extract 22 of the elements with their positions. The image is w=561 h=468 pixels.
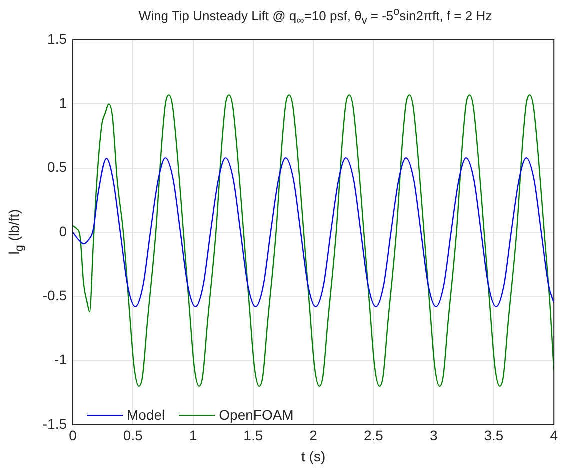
x-tick-label: 3 [430, 427, 438, 444]
y-tick-label: 1.5 [48, 30, 68, 47]
x-tick-label: 1.5 [244, 427, 264, 444]
line-series [73, 157, 554, 308]
chart-title: Wing Tip Unsteady Lift @ q$_{∞}$=10 psf, θ$_{v}$ = -5$^{o}$sin2πft, f = 2 Hz [138, 6, 494, 27]
x-tick-label: 2.5 [364, 427, 384, 444]
y-tick-label: 0.5 [48, 159, 68, 176]
x-tick-label: 1 [189, 427, 198, 444]
y-tick-label: -0.5 [42, 288, 68, 304]
x-tick-label: 0.5 [123, 427, 144, 444]
y-tick-label: 1 [59, 95, 68, 112]
y-tick-label: -1.5 [42, 416, 68, 432]
line-series [73, 94, 554, 388]
legend-label: Model [127, 407, 166, 423]
x-tick-label: 2 [310, 427, 318, 444]
y-tick-label: 0 [59, 223, 68, 240]
x-axis-title: t (s) [302, 448, 326, 464]
x-tick-label: 3.5 [484, 427, 504, 444]
legend-label: OpenFOAM [219, 407, 294, 423]
x-tick-label: 4 [550, 427, 558, 444]
x-tick-label: 0 [69, 427, 78, 444]
y-tick-label: -1 [54, 352, 68, 368]
